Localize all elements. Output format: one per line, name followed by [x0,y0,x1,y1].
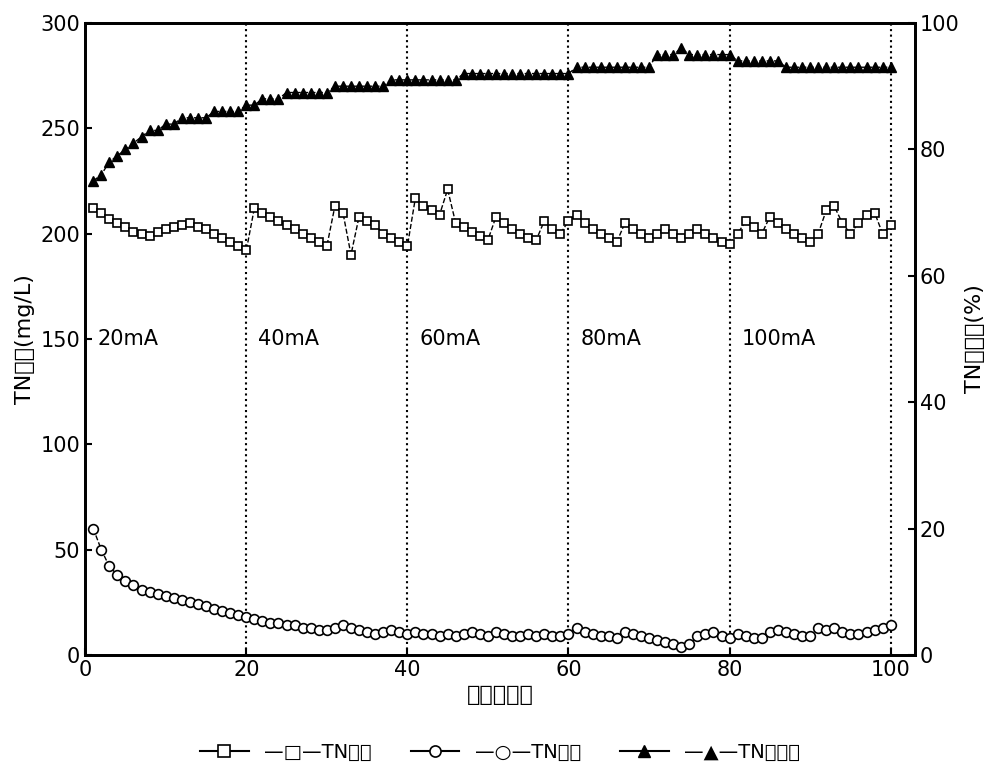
X-axis label: 时间（天）: 时间（天） [467,685,533,705]
Text: 100mA: 100mA [742,329,816,349]
Y-axis label: TN去除率(%): TN去除率(%) [965,284,985,393]
Text: 60mA: 60mA [419,329,481,349]
Y-axis label: TN浓度(mg/L): TN浓度(mg/L) [15,274,35,404]
Text: 80mA: 80mA [581,329,641,349]
Text: 40mA: 40mA [258,329,319,349]
Legend: —□—TN进水, —○—TN出水, —▲—TN去除率: —□—TN进水, —○—TN出水, —▲—TN去除率 [192,734,808,770]
Text: 20mA: 20mA [97,329,158,349]
